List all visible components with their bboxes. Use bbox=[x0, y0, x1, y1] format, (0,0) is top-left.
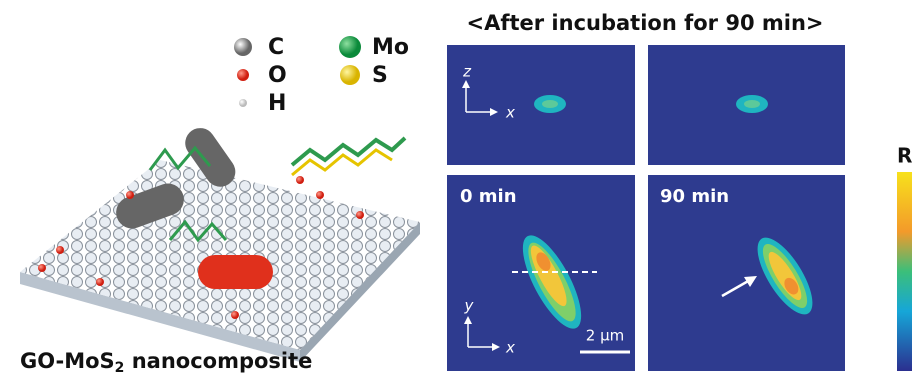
atom-h bbox=[239, 99, 247, 107]
axis-label: x bbox=[505, 104, 515, 122]
axis-label: x bbox=[505, 339, 515, 357]
atom-s bbox=[340, 65, 360, 85]
panel-title: <After incubation for 90 min> bbox=[467, 11, 824, 35]
panels: z x y x 0 min 90 min 2 μm bbox=[447, 45, 845, 371]
blob bbox=[736, 95, 768, 113]
axis-label: z bbox=[462, 63, 472, 81]
legend-label: Mo bbox=[372, 35, 409, 60]
time-label: 0 min bbox=[460, 186, 517, 207]
legend-label: C bbox=[268, 35, 284, 60]
time-label: 90 min bbox=[660, 186, 729, 207]
page: C Mo O S H GO-MoS2 nanocomposite <After … bbox=[0, 0, 912, 381]
capsule bbox=[198, 255, 273, 289]
scale-label: 2 μm bbox=[586, 327, 624, 345]
colorbar-label: R bbox=[897, 144, 912, 168]
blob bbox=[534, 95, 566, 113]
legend-label: O bbox=[268, 63, 287, 88]
illustration: C Mo O S H GO-MoS2 nanocomposite bbox=[20, 35, 420, 376]
colorbar bbox=[897, 172, 912, 371]
legend-label: H bbox=[268, 91, 286, 116]
legend-label: S bbox=[372, 63, 388, 88]
atom-c bbox=[234, 38, 252, 56]
atom-mo bbox=[339, 36, 361, 58]
figure: C Mo O S H GO-MoS2 nanocomposite <After … bbox=[0, 0, 912, 381]
axis-label: y bbox=[464, 297, 475, 315]
caption: GO-MoS2 nanocomposite bbox=[20, 349, 312, 376]
atom-o bbox=[237, 69, 249, 81]
